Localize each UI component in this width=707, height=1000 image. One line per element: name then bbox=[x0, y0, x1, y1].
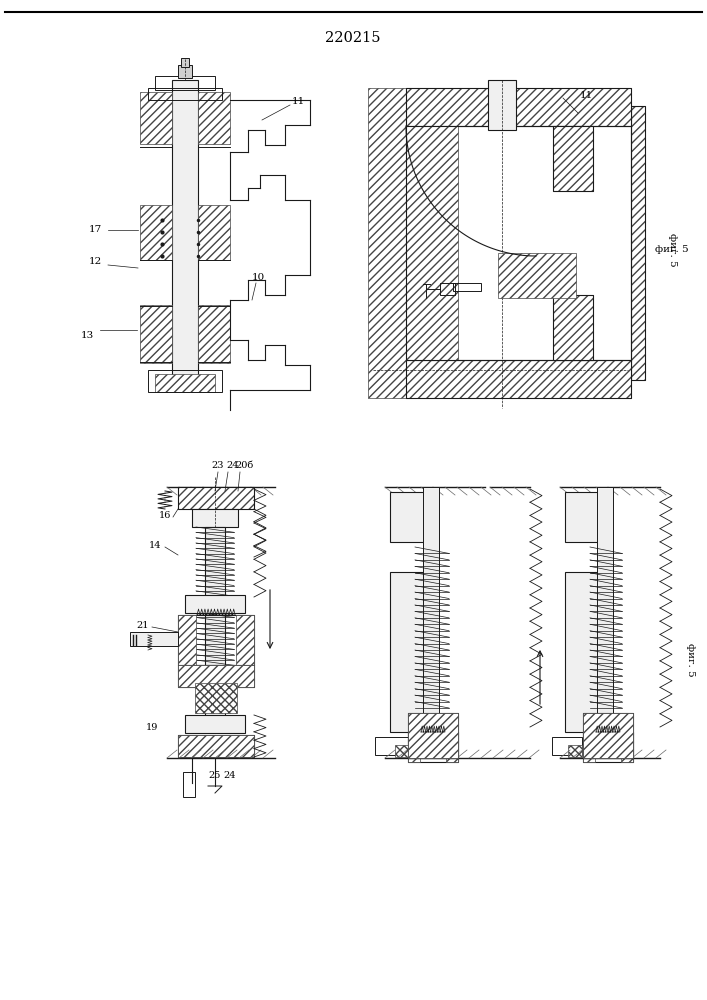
Bar bbox=[488, 80, 516, 130]
Bar bbox=[583, 732, 595, 762]
Bar bbox=[172, 80, 198, 390]
Bar bbox=[553, 295, 593, 360]
Bar bbox=[406, 126, 631, 360]
Bar bbox=[408, 732, 458, 762]
Bar bbox=[568, 745, 582, 757]
Bar bbox=[583, 732, 633, 762]
Bar bbox=[178, 615, 254, 665]
Bar bbox=[406, 360, 631, 398]
Bar bbox=[446, 732, 458, 762]
Bar bbox=[185, 595, 245, 613]
Bar bbox=[178, 735, 254, 757]
Bar bbox=[406, 88, 631, 126]
Bar bbox=[408, 732, 420, 762]
Text: 25: 25 bbox=[209, 770, 221, 780]
Text: 12: 12 bbox=[88, 257, 102, 266]
Bar bbox=[148, 88, 222, 100]
Text: 23: 23 bbox=[212, 460, 224, 470]
Text: 24: 24 bbox=[227, 460, 239, 470]
Bar bbox=[395, 745, 409, 757]
Bar bbox=[552, 737, 582, 755]
Text: фиг. 5: фиг. 5 bbox=[667, 233, 677, 267]
Text: 13: 13 bbox=[81, 330, 93, 340]
Bar bbox=[423, 487, 439, 758]
Bar bbox=[583, 713, 633, 758]
Bar bbox=[565, 492, 603, 542]
Bar bbox=[198, 305, 230, 363]
Bar bbox=[178, 665, 254, 687]
Bar bbox=[198, 205, 230, 260]
Bar bbox=[155, 76, 215, 90]
Bar bbox=[148, 370, 222, 392]
Bar bbox=[183, 772, 195, 797]
Bar bbox=[375, 737, 408, 755]
Bar bbox=[583, 713, 633, 758]
Text: 220215: 220215 bbox=[325, 31, 381, 45]
Text: 11: 11 bbox=[291, 97, 305, 105]
Bar bbox=[178, 735, 254, 757]
Bar bbox=[140, 205, 172, 260]
Bar bbox=[178, 65, 192, 78]
Bar bbox=[390, 572, 428, 732]
Bar bbox=[631, 106, 645, 380]
Text: 14: 14 bbox=[148, 540, 161, 550]
Bar bbox=[185, 715, 245, 733]
Bar bbox=[390, 492, 428, 542]
Text: фиг. 5: фиг. 5 bbox=[655, 245, 689, 254]
Bar bbox=[130, 632, 178, 646]
Bar bbox=[406, 126, 458, 360]
Bar bbox=[498, 253, 576, 298]
Bar bbox=[178, 615, 196, 665]
Bar bbox=[192, 509, 238, 527]
Text: 17: 17 bbox=[88, 226, 102, 234]
Text: 10: 10 bbox=[252, 273, 264, 282]
Bar bbox=[198, 92, 230, 144]
Text: фиг. 5: фиг. 5 bbox=[686, 643, 694, 677]
Bar bbox=[178, 487, 254, 509]
Bar bbox=[406, 360, 631, 398]
Bar bbox=[621, 732, 633, 762]
Bar bbox=[181, 58, 189, 67]
Bar bbox=[553, 295, 593, 360]
Bar bbox=[408, 713, 458, 758]
Bar bbox=[155, 374, 215, 392]
Bar bbox=[408, 713, 458, 758]
Text: 20б: 20б bbox=[236, 460, 254, 470]
Text: 24: 24 bbox=[223, 770, 236, 780]
Bar bbox=[597, 487, 613, 758]
Bar bbox=[236, 615, 254, 665]
Bar bbox=[140, 305, 172, 363]
Bar bbox=[205, 527, 225, 718]
Bar bbox=[406, 88, 631, 126]
Bar bbox=[178, 665, 254, 687]
Bar bbox=[368, 88, 406, 398]
Bar bbox=[453, 283, 481, 291]
Text: 21: 21 bbox=[136, 620, 149, 630]
Text: 16: 16 bbox=[159, 510, 171, 520]
Bar bbox=[553, 126, 593, 191]
Bar bbox=[553, 126, 593, 191]
Bar bbox=[178, 487, 254, 509]
Bar bbox=[140, 92, 172, 144]
Bar bbox=[195, 683, 237, 713]
Bar bbox=[565, 572, 603, 732]
Bar bbox=[631, 106, 645, 380]
Text: 11: 11 bbox=[579, 92, 592, 101]
Bar bbox=[440, 283, 455, 295]
Text: 19: 19 bbox=[146, 722, 158, 732]
